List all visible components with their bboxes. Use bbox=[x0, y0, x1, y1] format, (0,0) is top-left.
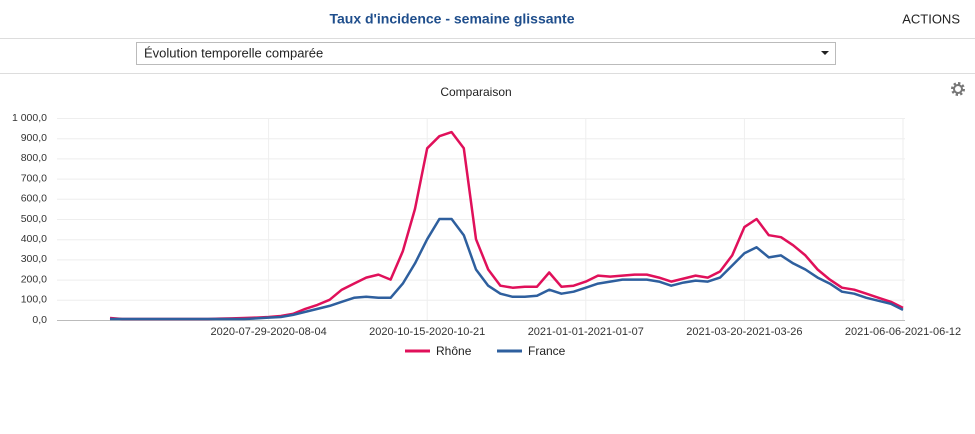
chart-title: Comparaison bbox=[440, 85, 511, 99]
y-tick-label: 0,0 bbox=[32, 314, 47, 326]
y-tick-label: 1 000,0 bbox=[12, 112, 47, 124]
dropdown-value: Évolution temporelle comparée bbox=[144, 45, 323, 60]
y-tick-label: 600,0 bbox=[21, 193, 47, 205]
actions-button[interactable]: ACTIONS bbox=[902, 11, 960, 26]
y-tick-label: 800,0 bbox=[21, 152, 47, 164]
header-title: Taux d'incidence - semaine glissante bbox=[329, 11, 574, 27]
x-tick-label: 2020-07-29-2020-08-04 bbox=[210, 326, 326, 338]
y-tick-label: 200,0 bbox=[21, 273, 47, 285]
x-tick-label: 2021-06-06-2021-06-12 bbox=[845, 326, 961, 338]
dropdown-arrow bbox=[821, 51, 829, 55]
x-tick-label: 2021-03-20-2021-03-26 bbox=[686, 326, 802, 338]
settings-icon[interactable] bbox=[951, 82, 965, 96]
plot: 0,0 100,0 200,0 300,0 400,0 500,0 600,0 700,0 80… bbox=[12, 112, 961, 358]
y-tick-label: 500,0 bbox=[21, 213, 47, 225]
series-line bbox=[110, 217, 904, 321]
y-tick-label: 400,0 bbox=[21, 233, 47, 245]
x-tick-label: 2020-10-15-2020-10-21 bbox=[369, 326, 485, 338]
series-line bbox=[109, 130, 904, 321]
y-tick-label: 700,0 bbox=[21, 172, 47, 184]
legend-label: Rhône bbox=[436, 344, 472, 358]
y-tick-label: 300,0 bbox=[21, 253, 47, 265]
y-tick-label: 900,0 bbox=[21, 132, 47, 144]
dropdown[interactable] bbox=[136, 42, 836, 65]
y-tick-label: 100,0 bbox=[21, 294, 47, 306]
legend-label: France bbox=[528, 344, 566, 358]
x-tick-label: 2021-01-01-2021-01-07 bbox=[528, 326, 644, 338]
